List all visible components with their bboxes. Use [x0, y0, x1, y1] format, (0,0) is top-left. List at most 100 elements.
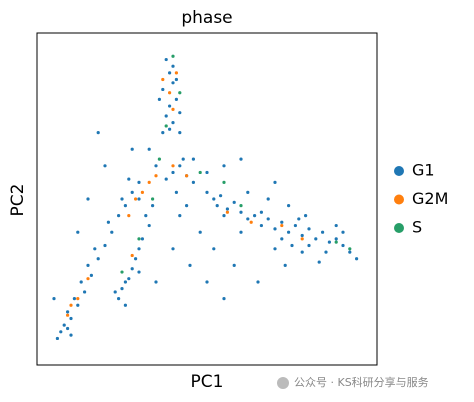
- point: [174, 77, 178, 82]
- point: [123, 204, 127, 208]
- point: [147, 223, 151, 228]
- point: [140, 190, 144, 194]
- point: [341, 230, 345, 234]
- point: [147, 147, 151, 151]
- point: [348, 247, 352, 251]
- point: [355, 257, 359, 261]
- point: [140, 237, 144, 241]
- point: [93, 247, 97, 251]
- legend-label: G1: [412, 161, 435, 180]
- point: [171, 81, 175, 85]
- point: [130, 190, 134, 194]
- point: [287, 230, 291, 234]
- point: [185, 174, 189, 178]
- point: [69, 303, 73, 307]
- point: [198, 170, 202, 175]
- point: [239, 210, 243, 214]
- point: [164, 124, 168, 128]
- point: [188, 263, 192, 267]
- point: [334, 240, 338, 244]
- watermark-icon: [277, 377, 289, 389]
- point: [130, 253, 134, 258]
- point: [137, 247, 141, 251]
- point: [178, 164, 182, 168]
- point: [259, 223, 263, 228]
- point: [174, 97, 178, 101]
- legend-marker: [394, 194, 404, 205]
- point: [164, 114, 168, 118]
- legend-label: S: [412, 218, 422, 237]
- point: [123, 303, 127, 307]
- point: [154, 174, 158, 178]
- point: [191, 180, 195, 184]
- point: [300, 233, 304, 238]
- point: [137, 197, 141, 201]
- point: [253, 214, 257, 218]
- point: [324, 250, 328, 254]
- point: [120, 270, 124, 274]
- point: [86, 197, 90, 201]
- point: [123, 280, 127, 284]
- legend-marker: [394, 223, 404, 233]
- point: [205, 170, 209, 175]
- point: [222, 164, 226, 168]
- point: [239, 204, 243, 208]
- point: [297, 217, 301, 221]
- point: [164, 57, 168, 62]
- point: [161, 87, 165, 92]
- point: [117, 214, 121, 218]
- point: [307, 227, 311, 231]
- point: [225, 207, 229, 211]
- point: [69, 316, 73, 321]
- point: [154, 280, 158, 284]
- point: [174, 190, 178, 194]
- point: [134, 257, 138, 261]
- point: [348, 250, 352, 254]
- point: [69, 333, 73, 337]
- point: [178, 131, 182, 135]
- point: [205, 190, 209, 194]
- point: [283, 263, 287, 267]
- point: [130, 267, 134, 271]
- point: [96, 257, 100, 261]
- point: [219, 194, 223, 198]
- point: [127, 214, 131, 218]
- point: [314, 237, 318, 241]
- point: [134, 197, 138, 201]
- point: [307, 243, 311, 248]
- point: [151, 204, 155, 208]
- point: [137, 270, 141, 274]
- point: [110, 230, 114, 234]
- point: [76, 297, 80, 301]
- point: [76, 230, 80, 234]
- point: [89, 273, 93, 277]
- point: [215, 204, 219, 208]
- point: [300, 237, 304, 241]
- point: [222, 180, 226, 184]
- point: [273, 180, 277, 184]
- point: [239, 157, 243, 161]
- point: [259, 210, 263, 214]
- point: [171, 54, 175, 58]
- point: [96, 131, 100, 135]
- point: [59, 330, 63, 334]
- point: [161, 77, 165, 82]
- point: [161, 131, 165, 135]
- point: [327, 240, 331, 244]
- point: [178, 111, 182, 115]
- point: [113, 290, 117, 294]
- point: [222, 297, 226, 301]
- point: [191, 157, 195, 161]
- point: [168, 104, 172, 108]
- point: [246, 190, 250, 194]
- point: [266, 197, 270, 201]
- point: [225, 210, 229, 214]
- point: [79, 280, 83, 284]
- point: [137, 180, 141, 184]
- point: [164, 177, 168, 181]
- point: [280, 220, 284, 224]
- point: [106, 220, 110, 224]
- point: [334, 223, 338, 228]
- point: [103, 164, 107, 168]
- point: [178, 214, 182, 218]
